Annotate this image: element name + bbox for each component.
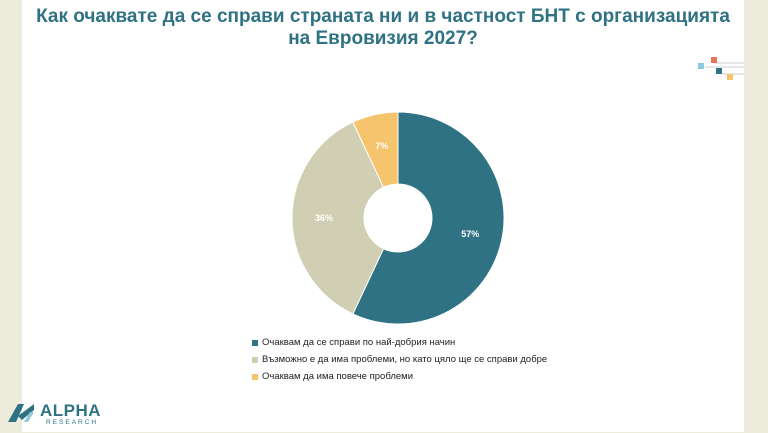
slide: Как очаквате да се справи страната ни и … [22,0,744,432]
donut-slice [291,121,385,315]
legend: Очаквам да се справи по най-добрия начин… [252,334,547,385]
title-line-2: на Евровизия 2027? [288,28,478,49]
logo-name: ALPHA [40,401,102,420]
legend-label: Очаквам да се справи по най-добрия начин [262,337,456,348]
legend-label: Възможно е да има проблеми, но като цяло… [262,354,548,365]
alpha-research-logo: ALPHA RESEARCH [4,398,124,432]
legend-swatch [252,373,258,380]
legend-swatch [252,356,258,363]
slice-data-label: 57% [461,229,479,239]
logo-sub: RESEARCH [46,419,99,426]
donut-slice [352,111,505,325]
slice-data-label: 7% [375,141,388,151]
legend-label: Очаквам да има повече проблеми [262,371,413,382]
logo-mark-icon [8,404,34,422]
legend-item: Очаквам да се справи по най-добрия начин [252,334,547,351]
chart-title: Как очаквате да се справи страната ни и … [22,6,744,50]
legend-item: Възможно е да има проблеми, но като цяло… [252,351,547,368]
slice-data-label: 36% [315,213,333,223]
legend-swatch [252,339,258,346]
donut-slice [352,111,399,188]
legend-item: Очаквам да има повече проблеми [252,368,547,385]
title-line-1: Как очаквате да се справи страната ни и … [36,6,730,27]
